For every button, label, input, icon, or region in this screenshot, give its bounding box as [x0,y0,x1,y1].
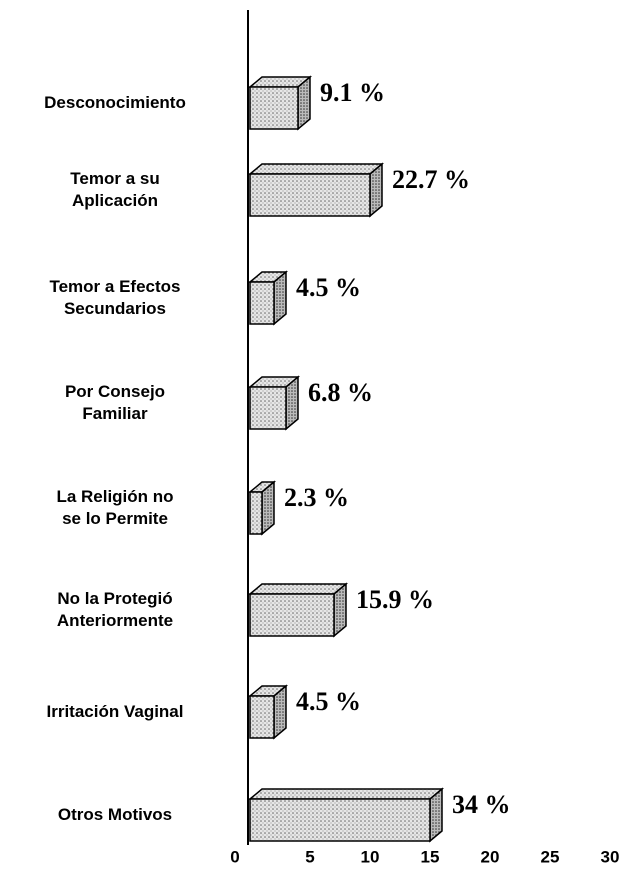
x-tick-label: 5 [305,847,314,866]
percentage-label: 4.5 % [296,273,361,302]
bar-side [261,480,275,536]
bar-side [369,162,383,218]
bar [249,86,299,130]
x-tick-label: 25 [541,847,560,866]
x-tick-label: 10 [361,847,380,866]
x-tick-label: 15 [421,847,440,866]
bar-side [273,684,287,740]
bar [249,281,275,325]
y-tick-label: La Religión no se lo Permite [56,487,174,528]
bar-top [247,788,445,800]
percentage-label: 2.3 % [284,483,349,512]
y-tick-label: Temor a su Aplicación [70,169,160,210]
percentage-label: 34 % [452,790,511,819]
bar-top [247,583,349,595]
y-tick-label: Desconocimiento [44,93,186,112]
percentage-label: 4.5 % [296,687,361,716]
x-tick-label: 30 [601,847,620,866]
y-tick-label: Temor a Efectos Secundarios [49,277,181,318]
x-tick-label: 0 [230,847,239,866]
bar [249,798,431,842]
y-tick-label: No la Protegió Anteriormente [56,589,174,630]
x-tick-label: 20 [481,847,500,866]
bar [249,173,371,217]
percentage-label: 6.8 % [308,378,373,407]
bar [249,491,263,535]
percentage-label: 15.9 % [356,585,434,614]
bar-side [429,787,443,843]
bar [249,593,335,637]
y-tick-label: Irritación Vaginal [46,702,184,721]
bar-side [333,582,347,638]
bar-side [285,375,299,431]
bar-side [297,75,311,131]
bar-top [247,163,385,175]
y-tick-label: Otros Motivos [57,805,173,824]
bar [249,695,275,739]
y-tick-label: Por Consejo Familiar [64,382,166,423]
bar [249,386,287,430]
bar-side [273,270,287,326]
percentage-label: 9.1 % [320,78,385,107]
percentage-label: 22.7 % [392,165,470,194]
